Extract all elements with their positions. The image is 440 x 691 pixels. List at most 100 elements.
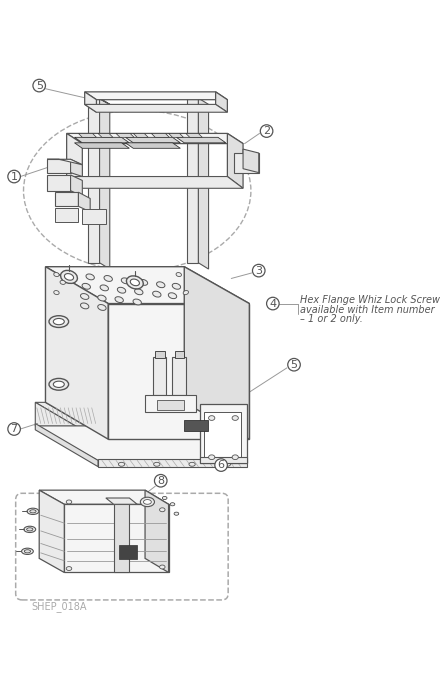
Ellipse shape	[154, 462, 160, 466]
Polygon shape	[66, 133, 243, 144]
Ellipse shape	[98, 305, 106, 310]
Ellipse shape	[126, 276, 143, 289]
Text: 5: 5	[290, 360, 297, 370]
Polygon shape	[184, 267, 249, 439]
Ellipse shape	[98, 295, 106, 301]
Ellipse shape	[49, 316, 69, 328]
Ellipse shape	[117, 287, 126, 293]
Text: Hex Flange Whiz Lock Screw: Hex Flange Whiz Lock Screw	[300, 296, 440, 305]
Polygon shape	[234, 153, 259, 173]
Ellipse shape	[140, 498, 154, 507]
Ellipse shape	[162, 496, 167, 500]
Polygon shape	[116, 133, 134, 138]
Polygon shape	[74, 138, 129, 143]
Polygon shape	[186, 133, 202, 138]
Ellipse shape	[53, 381, 64, 388]
Ellipse shape	[86, 274, 94, 280]
Polygon shape	[78, 133, 96, 138]
Ellipse shape	[24, 527, 36, 533]
Ellipse shape	[60, 281, 66, 285]
Polygon shape	[64, 504, 169, 572]
Ellipse shape	[183, 290, 188, 294]
Circle shape	[267, 297, 279, 310]
Ellipse shape	[61, 270, 77, 283]
Ellipse shape	[209, 455, 215, 460]
Text: 8: 8	[157, 475, 164, 486]
Ellipse shape	[209, 416, 215, 420]
Ellipse shape	[232, 416, 238, 420]
Polygon shape	[176, 138, 226, 143]
Polygon shape	[198, 98, 209, 269]
Ellipse shape	[169, 293, 177, 299]
Ellipse shape	[153, 291, 161, 297]
Ellipse shape	[24, 550, 30, 553]
Ellipse shape	[170, 503, 175, 506]
Polygon shape	[108, 303, 249, 439]
Polygon shape	[227, 133, 243, 188]
Circle shape	[288, 359, 300, 371]
Polygon shape	[157, 400, 184, 410]
Ellipse shape	[172, 283, 180, 290]
Text: 6: 6	[218, 460, 224, 470]
Polygon shape	[82, 209, 106, 224]
Ellipse shape	[27, 508, 39, 515]
Polygon shape	[99, 98, 110, 269]
Text: available with Item number: available with Item number	[300, 305, 435, 315]
Polygon shape	[216, 92, 227, 112]
Polygon shape	[125, 138, 180, 143]
Polygon shape	[175, 350, 184, 359]
Polygon shape	[153, 357, 166, 395]
Ellipse shape	[81, 294, 89, 299]
Text: SHEP_018A: SHEP_018A	[31, 600, 87, 612]
Polygon shape	[145, 490, 169, 572]
Polygon shape	[84, 92, 96, 112]
Ellipse shape	[224, 462, 231, 466]
Ellipse shape	[160, 565, 165, 569]
Ellipse shape	[22, 548, 33, 554]
Ellipse shape	[143, 500, 151, 504]
Text: 1: 1	[11, 171, 18, 182]
Ellipse shape	[81, 303, 89, 309]
Polygon shape	[184, 419, 208, 431]
Ellipse shape	[130, 279, 139, 285]
Circle shape	[154, 475, 167, 487]
Ellipse shape	[49, 379, 69, 390]
Ellipse shape	[133, 299, 141, 305]
Ellipse shape	[232, 455, 238, 460]
Polygon shape	[169, 133, 183, 138]
Polygon shape	[74, 143, 129, 149]
Polygon shape	[88, 98, 99, 263]
Circle shape	[33, 79, 45, 92]
Text: 7: 7	[11, 424, 18, 434]
Ellipse shape	[174, 512, 179, 515]
Text: 3: 3	[255, 265, 262, 276]
Ellipse shape	[66, 567, 72, 571]
Polygon shape	[204, 412, 242, 459]
FancyBboxPatch shape	[16, 493, 228, 600]
Polygon shape	[47, 160, 70, 173]
Polygon shape	[98, 133, 113, 138]
Ellipse shape	[118, 462, 125, 466]
Polygon shape	[70, 175, 82, 196]
Polygon shape	[119, 545, 137, 559]
Polygon shape	[45, 267, 249, 303]
Polygon shape	[35, 426, 247, 463]
Polygon shape	[66, 133, 82, 188]
Polygon shape	[114, 504, 129, 572]
Polygon shape	[47, 160, 82, 164]
Ellipse shape	[139, 279, 148, 285]
Ellipse shape	[66, 500, 72, 504]
Ellipse shape	[189, 462, 195, 466]
Circle shape	[215, 459, 227, 471]
Polygon shape	[35, 402, 98, 463]
Polygon shape	[106, 498, 137, 504]
Ellipse shape	[82, 283, 91, 290]
Polygon shape	[200, 404, 247, 463]
Ellipse shape	[64, 274, 73, 281]
Ellipse shape	[115, 296, 123, 303]
Polygon shape	[55, 208, 78, 222]
Ellipse shape	[157, 282, 165, 287]
Polygon shape	[39, 490, 64, 572]
Circle shape	[253, 265, 265, 277]
Ellipse shape	[53, 319, 64, 325]
